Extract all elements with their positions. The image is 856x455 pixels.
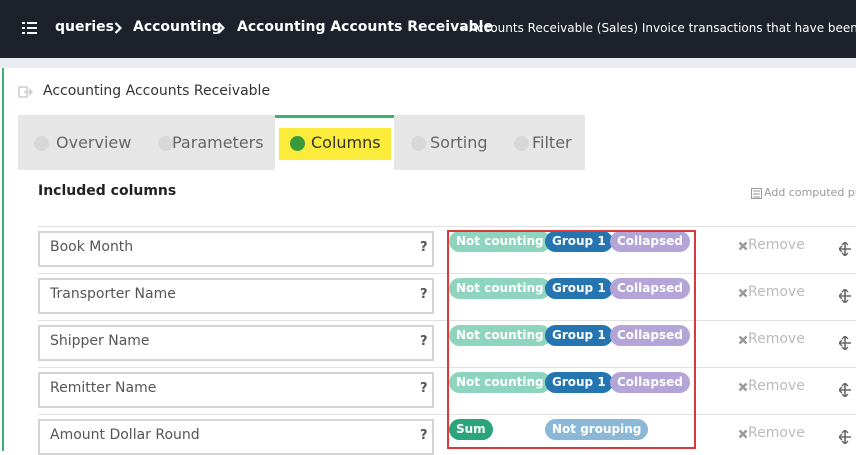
drag-handle[interactable] bbox=[839, 430, 851, 444]
breadcrumb[interactable]: Accounting Accounts Receivable bbox=[237, 19, 493, 35]
column-input[interactable] bbox=[38, 325, 434, 361]
badge[interactable]: Not counting bbox=[449, 325, 551, 346]
strip bbox=[0, 58, 856, 68]
tab[interactable]: Sorting bbox=[430, 133, 488, 152]
tab[interactable]: Parameters bbox=[172, 133, 264, 152]
drag-handle[interactable] bbox=[839, 336, 851, 350]
help[interactable]: ? bbox=[420, 334, 428, 349]
chevron bbox=[217, 22, 225, 34]
remove-icon[interactable] bbox=[738, 241, 748, 251]
badge[interactable]: Collapsed bbox=[610, 278, 690, 299]
header: queries Accounting Accounting Accounts Rec… bbox=[0, 0, 856, 58]
badge[interactable]: Collapsed bbox=[610, 231, 690, 252]
remove[interactable]: Remove bbox=[748, 378, 805, 394]
column-name: Shipper Name bbox=[50, 333, 150, 349]
remove[interactable]: Remove bbox=[748, 237, 805, 253]
help[interactable]: ? bbox=[420, 287, 428, 302]
remove-icon[interactable] bbox=[738, 335, 748, 345]
tab-icon bbox=[290, 136, 305, 151]
section-title: Included columns bbox=[38, 183, 177, 199]
column-input[interactable] bbox=[38, 231, 434, 267]
badge[interactable]: Group 1 bbox=[545, 278, 613, 299]
column-input[interactable] bbox=[38, 419, 434, 455]
column-name: Amount Dollar Round bbox=[50, 427, 200, 443]
menu-icon[interactable] bbox=[22, 21, 38, 35]
breadcrumb[interactable]: queries bbox=[55, 19, 115, 35]
badge[interactable]: Collapsed bbox=[610, 372, 690, 393]
remove[interactable]: Remove bbox=[748, 331, 805, 347]
breadcrumb[interactable]: Accounting bbox=[133, 19, 222, 35]
column-name: Remitter Name bbox=[50, 380, 157, 396]
column-input[interactable] bbox=[38, 372, 434, 408]
help[interactable]: ? bbox=[420, 381, 428, 396]
chevron bbox=[114, 22, 122, 34]
badge[interactable]: Group 1 bbox=[545, 325, 613, 346]
title-icon bbox=[18, 86, 34, 98]
tab-icon bbox=[34, 136, 49, 151]
badge[interactable]: Not grouping bbox=[545, 419, 649, 440]
highlight-box bbox=[447, 230, 696, 449]
tab[interactable]: Overview bbox=[56, 133, 132, 152]
tab-icon bbox=[411, 136, 426, 151]
add-computed[interactable]: Add computed pro bbox=[764, 186, 856, 199]
tab-icon bbox=[158, 136, 173, 151]
help[interactable]: ? bbox=[420, 240, 428, 255]
row-divider bbox=[38, 226, 856, 227]
page-title: Accounting Accounts Receivable bbox=[43, 83, 271, 99]
badge[interactable]: Group 1 bbox=[545, 231, 613, 252]
panel bbox=[2, 68, 856, 451]
badge[interactable]: Sum bbox=[449, 419, 493, 440]
column-input[interactable] bbox=[38, 278, 434, 314]
remove[interactable]: Remove bbox=[748, 284, 805, 300]
column-name: Transporter Name bbox=[50, 286, 176, 302]
drag-handle[interactable] bbox=[839, 289, 851, 303]
tab-icon bbox=[514, 136, 529, 151]
tab[interactable]: Columns bbox=[311, 133, 381, 152]
badge[interactable]: Not counting bbox=[449, 278, 551, 299]
badge[interactable]: Not counting bbox=[449, 372, 551, 393]
drag-handle[interactable] bbox=[839, 242, 851, 256]
calc-icon bbox=[751, 188, 762, 199]
tab[interactable]: Filter bbox=[532, 133, 572, 152]
badge[interactable]: Collapsed bbox=[610, 325, 690, 346]
column-name: Book Month bbox=[50, 239, 134, 255]
help[interactable]: ? bbox=[420, 428, 428, 443]
remove-icon[interactable] bbox=[738, 382, 748, 392]
remove-icon[interactable] bbox=[738, 288, 748, 298]
description: - Accounts Receivable (Sales) Invoice tr… bbox=[461, 21, 856, 35]
remove[interactable]: Remove bbox=[748, 425, 805, 441]
drag-handle[interactable] bbox=[839, 383, 851, 397]
remove-icon[interactable] bbox=[738, 429, 748, 439]
badge[interactable]: Not counting bbox=[449, 231, 551, 252]
badge[interactable]: Group 1 bbox=[545, 372, 613, 393]
